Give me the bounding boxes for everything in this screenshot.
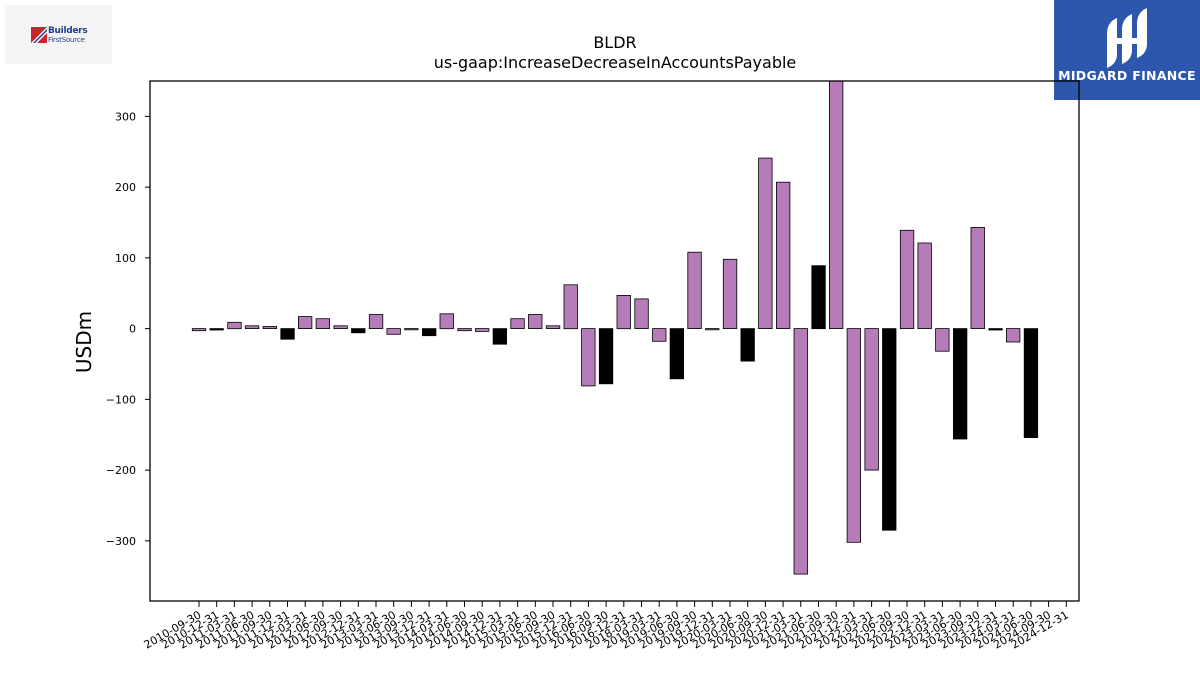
bar-2022-12-31 bbox=[917, 242, 932, 329]
bar-2020-06-30 bbox=[740, 328, 755, 362]
bar-2014-12-31 bbox=[492, 328, 508, 345]
bar-2022-06-30 bbox=[882, 328, 897, 531]
bar-2023-09-30 bbox=[970, 226, 985, 329]
bar-2015-06-30 bbox=[528, 314, 543, 330]
y-axis-label: USDm bbox=[72, 311, 96, 373]
bar-2011-12-31 bbox=[280, 328, 295, 340]
bar-2012-06-30 bbox=[315, 318, 331, 330]
bar-2015-09-30 bbox=[545, 325, 561, 329]
bar-2014-06-30 bbox=[457, 328, 472, 332]
bar-2023-03-31 bbox=[935, 328, 950, 352]
logo-left-line2: FirstSource bbox=[48, 36, 85, 44]
bar-2013-09-30 bbox=[404, 328, 419, 331]
bar-2016-09-30 bbox=[598, 328, 614, 385]
bar-2014-09-30 bbox=[474, 328, 490, 332]
logo-left-line1: Builders bbox=[48, 26, 88, 36]
bar-2024-03-31 bbox=[1006, 328, 1021, 343]
bar-2015-03-31 bbox=[510, 318, 525, 330]
bar-2023-06-30 bbox=[953, 328, 968, 440]
y-ticks: −300 −200 −100 0 100 200 300 bbox=[106, 110, 150, 548]
chart-title: BLDR bbox=[593, 33, 636, 52]
bars-group bbox=[191, 80, 1039, 575]
bar-2011-06-30 bbox=[244, 325, 260, 329]
bar-2020-12-31 bbox=[776, 181, 791, 329]
bar-2019-12-31 bbox=[705, 328, 720, 331]
chart-subtitle: us-gaap:IncreaseDecreaseInAccountsPayabl… bbox=[434, 53, 797, 72]
bar-2020-03-31 bbox=[722, 258, 738, 329]
midgard-finance-logo: MIDGARD FINANCE bbox=[1054, 0, 1200, 100]
bar-2014-03-31 bbox=[439, 313, 454, 330]
bar-2013-03-31 bbox=[368, 314, 384, 330]
bar-2019-06-30 bbox=[669, 328, 684, 380]
bar-2024-06-30 bbox=[1023, 328, 1039, 439]
logo-right-wordmark: MIDGARD FINANCE bbox=[1058, 68, 1196, 83]
bar-2012-12-31 bbox=[351, 328, 366, 334]
bar-2011-03-31 bbox=[227, 321, 242, 330]
bar-2022-03-31 bbox=[864, 328, 879, 471]
bar-2021-12-31 bbox=[846, 328, 861, 543]
y-tick-label: −200 bbox=[106, 464, 136, 477]
bar-2011-09-30 bbox=[262, 326, 278, 329]
bar-2019-03-31 bbox=[652, 328, 667, 342]
bar-2016-12-31 bbox=[616, 294, 631, 330]
bar-2021-03-31 bbox=[793, 328, 808, 575]
y-tick-label: 0 bbox=[129, 323, 136, 336]
y-tick-label: 300 bbox=[115, 110, 136, 123]
y-tick-label: 200 bbox=[115, 181, 136, 194]
y-tick-label: −300 bbox=[106, 535, 136, 548]
bar-2015-12-31 bbox=[563, 284, 578, 330]
x-ticks: 2010-09-302010-12-312011-03-312011-06-30… bbox=[142, 601, 1071, 652]
bar-2013-12-31 bbox=[421, 328, 437, 337]
bar-2021-09-30 bbox=[829, 80, 844, 330]
plot-frame bbox=[149, 80, 1080, 602]
builders-firstsource-logo: Builders FirstSource bbox=[5, 5, 112, 64]
y-tick-label: 100 bbox=[115, 252, 136, 265]
bar-2020-09-30 bbox=[758, 157, 773, 330]
bar-2016-06-30 bbox=[581, 328, 596, 387]
builders-firstsource-logo-icon bbox=[31, 27, 47, 43]
bar-2010-12-31 bbox=[209, 328, 224, 331]
bar-2010-09-30 bbox=[191, 328, 207, 332]
bar-2022-09-30 bbox=[899, 229, 915, 330]
bar-2013-06-30 bbox=[386, 328, 401, 335]
bar-2012-03-31 bbox=[297, 316, 313, 330]
bar-2023-12-31 bbox=[988, 328, 1003, 331]
bar-2019-09-30 bbox=[687, 251, 702, 329]
bar-2021-06-30 bbox=[811, 265, 826, 330]
y-tick-label: −100 bbox=[106, 393, 136, 406]
midgard-finance-logo-icon bbox=[1107, 8, 1147, 68]
bar-2018-03-31 bbox=[634, 298, 649, 329]
bar-2012-09-30 bbox=[333, 325, 348, 329]
